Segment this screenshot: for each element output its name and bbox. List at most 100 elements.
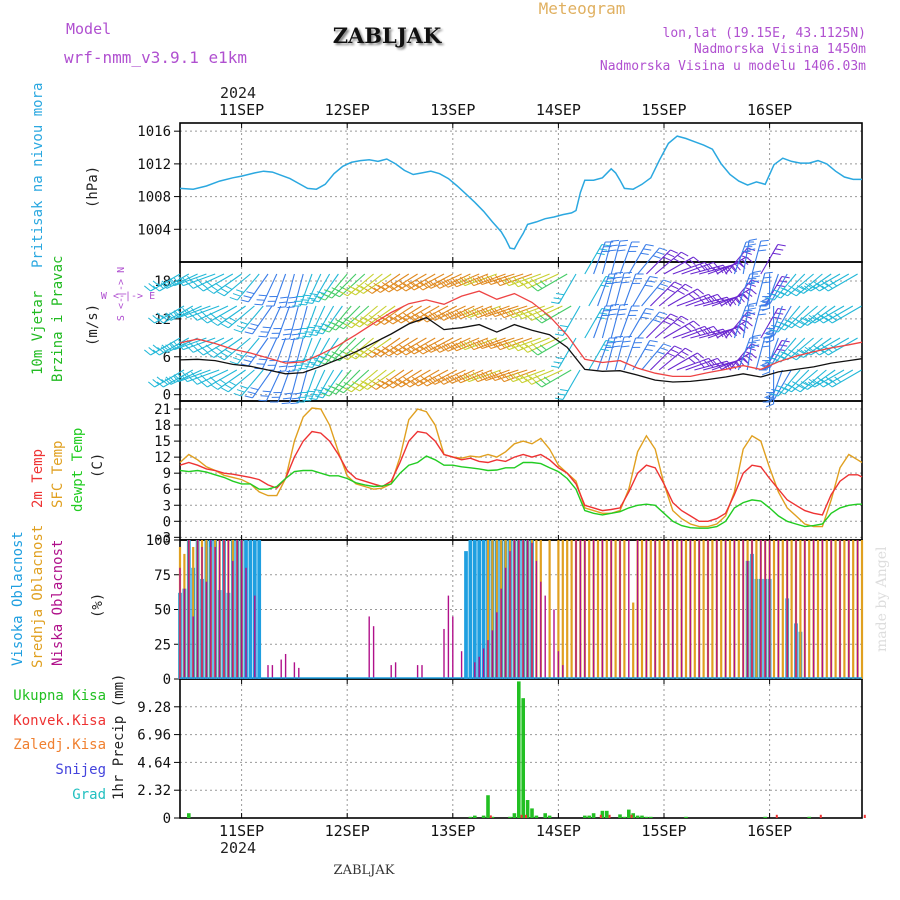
wind-barb-feather <box>160 346 168 353</box>
wind-barb-feather <box>645 308 654 311</box>
pressure-unit: (hPa) <box>85 166 101 208</box>
wind-barb-staff <box>746 272 754 307</box>
wind-barb-staff <box>720 288 751 307</box>
wind-barb-feather <box>177 279 184 286</box>
wind-barb-feather <box>490 276 497 284</box>
wind-barb-staff <box>409 369 440 388</box>
precip-total-bar <box>600 810 605 818</box>
wind-barb-feather <box>215 282 223 289</box>
wind-barb-feather <box>262 390 271 393</box>
wind-barb-feather <box>240 299 249 303</box>
y-tick-label: 100 <box>146 533 171 549</box>
wind-barb-feather <box>816 381 824 388</box>
y-tick-label: 75 <box>154 568 171 584</box>
wind-barb-feather <box>369 384 377 390</box>
wind-barb-staff <box>236 337 260 365</box>
wind-barb-feather <box>644 284 653 287</box>
wind-barb-feather <box>472 307 479 315</box>
wind-barb-feather <box>525 308 532 316</box>
wind-barb-feather <box>812 280 820 287</box>
y-tick-label: 2.32 <box>137 783 171 799</box>
wind-barb-feather <box>177 373 184 381</box>
wind-barb-feather <box>304 395 313 397</box>
wind-barb-feather <box>451 341 458 348</box>
wind-barb-feather <box>424 346 432 353</box>
wind-barb-staff <box>605 273 616 307</box>
wind-barb-feather <box>761 371 770 376</box>
wind-barb-feather <box>476 309 483 317</box>
wind-barb-feather <box>615 271 624 274</box>
wind-barb-feather <box>459 340 467 348</box>
pressure-panel: 1004 1008 1012 1016 <box>137 122 863 263</box>
wind-barb-feather <box>766 333 775 336</box>
wind-barb-feather <box>373 317 381 324</box>
wind-barb-feather <box>214 317 223 324</box>
wind-barb-feather <box>800 384 808 390</box>
wind-barb-staff <box>477 305 510 319</box>
wind-barb-feather <box>481 307 488 315</box>
cloud-bar <box>179 567 181 679</box>
cloud-bar <box>601 540 604 679</box>
wind-barb-staff <box>588 276 607 307</box>
wind-barb-feather <box>288 360 298 363</box>
wind-barb-feather <box>608 249 617 252</box>
wind-barb-feather <box>551 301 560 304</box>
cloud-bar <box>640 540 644 679</box>
wind-barb-feather <box>652 255 661 259</box>
wind-barb-feather <box>429 375 436 382</box>
wind-barb-feather <box>467 373 474 381</box>
wind-barb-feather <box>516 342 524 350</box>
precip-conv-bar <box>863 814 866 818</box>
y-tick-label: -3 <box>154 530 171 546</box>
cloud-bar <box>816 540 820 679</box>
wind-barb-feather <box>210 349 219 356</box>
wind-barb-feather <box>825 381 833 388</box>
wind-barb-feather <box>699 327 706 335</box>
wind-barb-feather <box>191 344 199 351</box>
wind-barb-staff <box>228 369 255 393</box>
wind-barb-feather <box>780 386 789 391</box>
wind-barb-staff <box>685 293 718 307</box>
wind-barb-feather <box>420 380 428 387</box>
cloud-bar <box>680 540 683 679</box>
wind-barb-feather <box>165 312 173 319</box>
wind-barb-feather <box>486 338 492 346</box>
station-title: ZABLJAK <box>333 23 442 48</box>
precip-total-bar <box>525 800 530 818</box>
wind-barb-feather <box>459 374 466 382</box>
coords-text: lon,lat (19.15E, 43.1125N) <box>663 26 867 41</box>
wind-barb-staff <box>654 251 682 275</box>
precip-total-bar <box>508 816 512 818</box>
wind-barb-feather <box>306 326 315 329</box>
wind-barb-feather <box>777 326 785 331</box>
wind-barb-feather <box>516 307 523 315</box>
wind-barb-feather <box>713 262 720 269</box>
wind-barb-feather <box>553 361 562 364</box>
cloud-bar <box>394 662 397 679</box>
y-tick-label: 9.28 <box>137 700 171 716</box>
wind-barb-feather <box>667 288 675 293</box>
wind-barb-feather <box>186 373 193 381</box>
cloud-bar <box>711 540 714 679</box>
wind-barb-staff <box>681 261 714 275</box>
wind-barb-feather <box>407 348 415 355</box>
cloud-bar <box>245 567 247 679</box>
wind-barb-feather <box>609 308 618 311</box>
wind-barb-staff <box>207 369 238 388</box>
wind-barb-feather <box>507 277 514 285</box>
wind-barb-feather <box>530 312 537 319</box>
wind-barb-feather <box>446 377 453 384</box>
wind-barb-feather <box>195 312 203 319</box>
wind-barb-staff <box>770 369 783 403</box>
wind-barb-staff <box>328 369 352 397</box>
wind-barb-staff <box>207 305 238 324</box>
wind-barb-feather <box>424 377 432 384</box>
cloud-bar <box>205 581 208 679</box>
wind-barb-staff <box>690 264 724 275</box>
wind-barb-feather <box>412 281 419 288</box>
wind-barb-feather <box>789 355 797 361</box>
wind-barb-staff <box>192 273 225 289</box>
wind-barb-staff <box>584 244 603 275</box>
precip-total-bar <box>547 815 552 818</box>
wind-barb-staff <box>224 273 251 297</box>
